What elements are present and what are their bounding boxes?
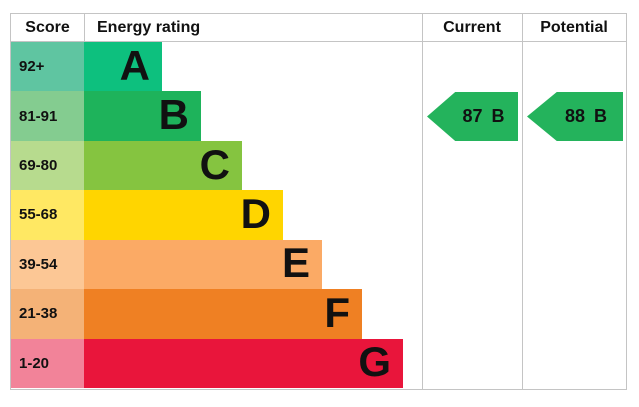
potential-band-letter: B [594,106,608,126]
current-column-divider [422,14,423,389]
band-letter: F [324,288,350,336]
energy-rating-header: Energy rating [84,14,422,41]
score-range-label: 1-20 [11,338,84,388]
band-letter: A [119,41,150,89]
current-rating-arrow: 87 B [427,92,518,141]
band-bar: A [84,41,162,92]
current-header: Current [443,18,501,36]
score-header: Score [25,18,70,36]
band-row-g: 1-20 G [11,338,422,388]
band-row-c: 69-80 C [11,140,422,191]
score-range-label: 39-54 [11,239,84,290]
band-rows: 92+ A 81-91 B 69-80 C 55-68 D 39-54 E 21… [11,42,422,388]
band-bar: F [84,288,362,339]
potential-column-divider [522,14,523,389]
band-row-a: 92+ A [11,41,422,92]
band-row-d: 55-68 D [11,189,422,240]
band-letter: C [199,140,230,188]
band-bar: E [84,239,322,290]
score-range-label: 21-38 [11,289,84,339]
band-row-e: 39-54 E [11,239,422,290]
score-range-label: 69-80 [11,140,84,191]
current-band-letter: B [491,106,505,126]
band-bar: B [84,91,201,141]
band-bar: D [84,189,283,240]
potential-header: Potential [540,18,608,36]
band-letter: B [158,91,189,139]
current-score-value: 87 [462,106,483,126]
band-row-b: 81-91 B [11,91,422,141]
score-range-label: 92+ [11,42,84,92]
band-row-f: 21-38 F [11,288,422,339]
potential-score-value: 88 [564,106,586,126]
band-letter: G [358,338,391,386]
score-range-label: 81-91 [11,91,84,141]
band-letter: D [240,189,271,237]
potential-rating-arrow: 88 B [527,92,623,141]
score-range-label: 55-68 [11,190,84,240]
band-bar: C [84,140,242,191]
band-bar: G [84,338,403,388]
band-letter: E [281,239,310,287]
header-row: Score Energy rating Current Potential [11,14,626,42]
epc-table: Score Energy rating Current Potential 92… [10,13,627,390]
